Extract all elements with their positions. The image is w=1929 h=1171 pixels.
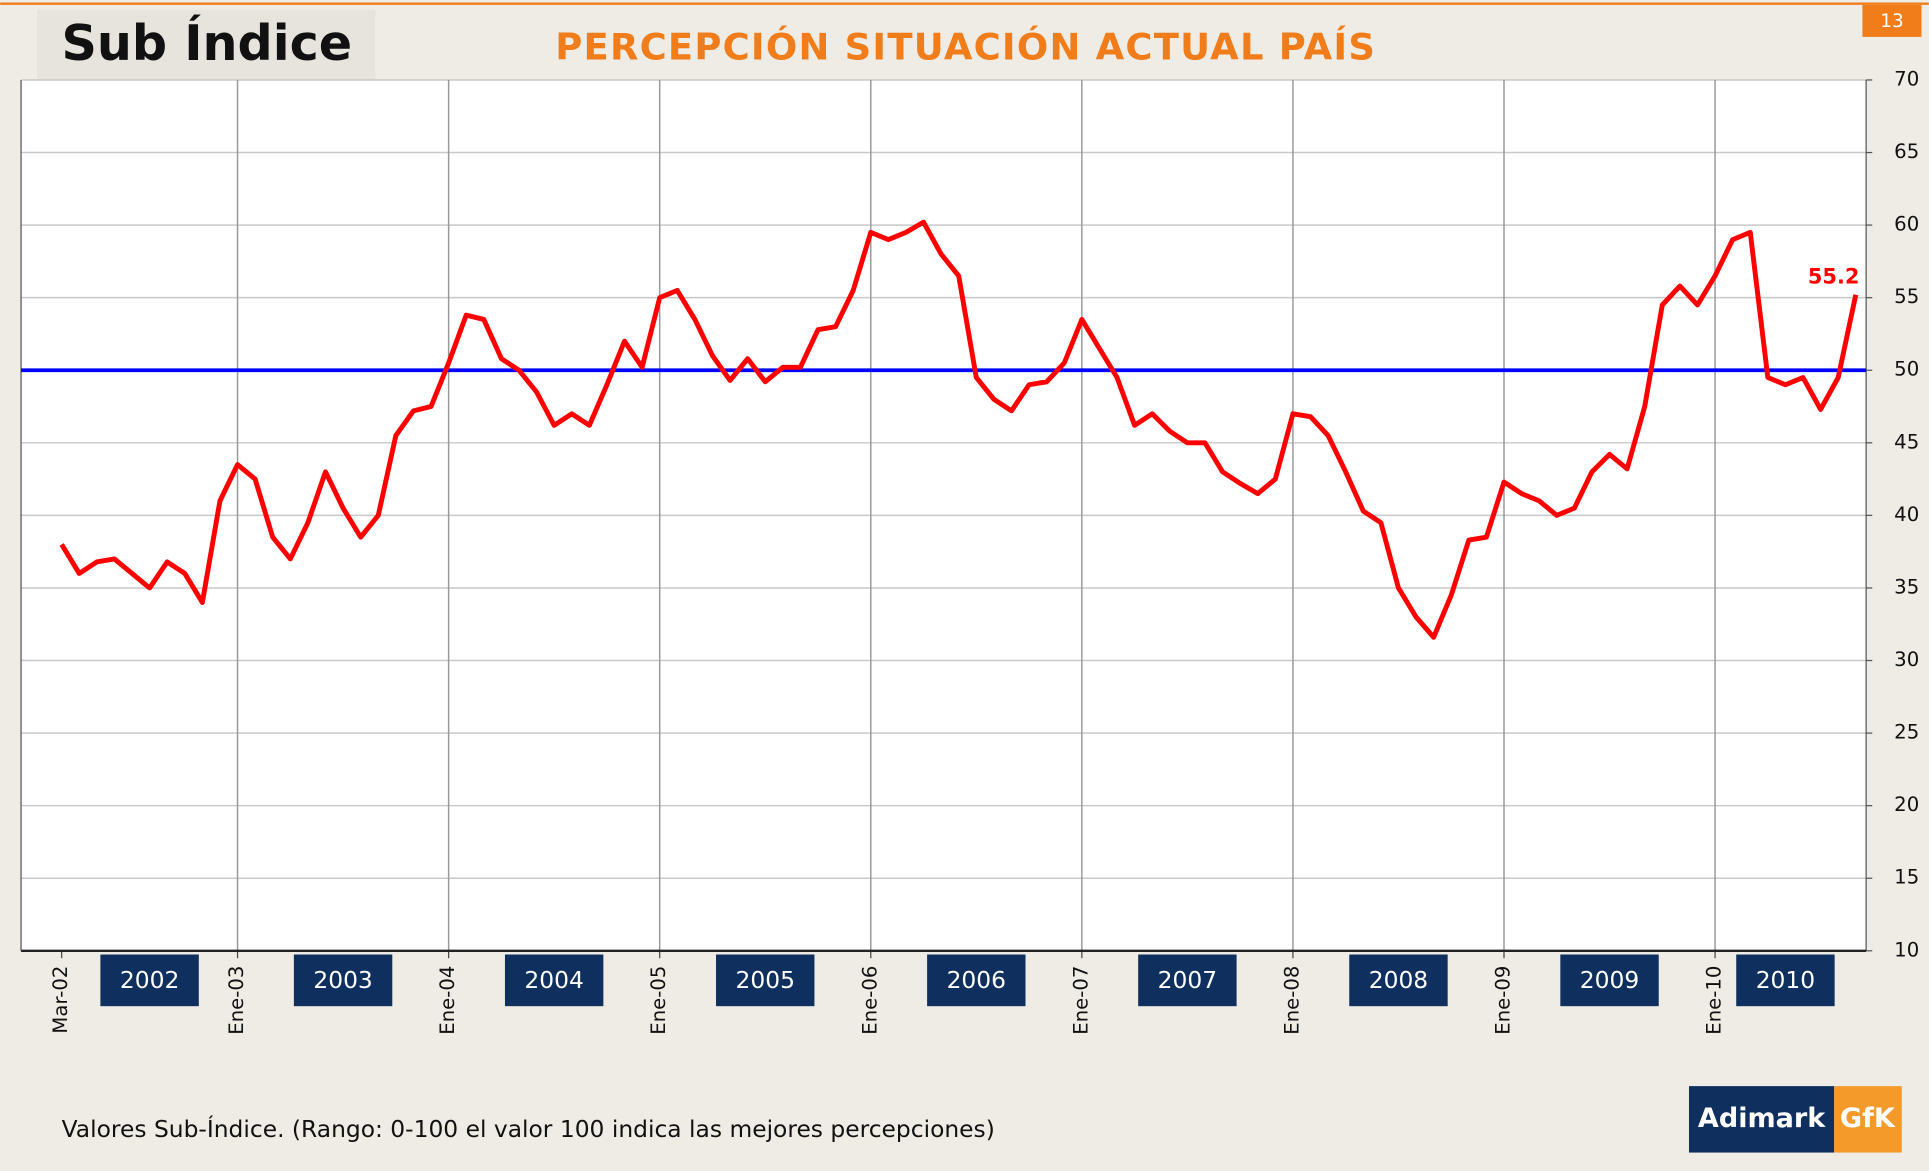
x-tick-label: Ene-10: [1703, 966, 1726, 1035]
y-tick-label: 60: [1894, 213, 1919, 236]
x-tick-label: Ene-04: [436, 966, 459, 1035]
x-tick-label: Ene-03: [225, 966, 248, 1035]
x-tick-label: Ene-09: [1491, 966, 1514, 1035]
year-label: 2007: [1158, 966, 1217, 994]
y-tick-label: 20: [1894, 793, 1919, 816]
x-tick-label: Ene-06: [858, 966, 881, 1035]
y-tick-label: 65: [1894, 140, 1919, 163]
x-tick-label: Ene-05: [647, 966, 670, 1035]
year-label: 2006: [947, 966, 1006, 994]
year-label: 2010: [1756, 966, 1815, 994]
x-tick-label: Ene-07: [1069, 966, 1092, 1035]
year-box: [1736, 954, 1835, 1007]
footnote: Valores Sub-Índice. (Rango: 0-100 el val…: [62, 1115, 995, 1143]
year-label: 2005: [736, 966, 795, 994]
year-box: [1349, 954, 1448, 1007]
year-box: [504, 954, 604, 1007]
year-box: [100, 954, 199, 1007]
year-label: 2002: [120, 966, 179, 994]
data-label: 55.2: [1808, 265, 1860, 289]
y-tick-label: 15: [1894, 866, 1919, 889]
y-tick-label: 50: [1894, 358, 1919, 381]
header-box: [37, 9, 376, 82]
logo-right-box: [1834, 1086, 1902, 1153]
year-label: 2004: [524, 966, 583, 994]
year-label: 2008: [1369, 966, 1428, 994]
y-tick-label: 45: [1894, 430, 1919, 453]
y-tick-label: 55: [1894, 285, 1919, 308]
logo-left-box: [1688, 1086, 1835, 1153]
page-number-box: [1862, 4, 1922, 37]
logo-left: Adimark: [1698, 1103, 1826, 1134]
logo-right: GfK: [1840, 1103, 1896, 1134]
year-box: [293, 954, 393, 1007]
y-tick-label: 70: [1894, 67, 1919, 90]
y-tick-label: 10: [1894, 938, 1919, 961]
x-tick-label: Ene-08: [1280, 966, 1303, 1035]
y-tick-label: 25: [1894, 721, 1919, 744]
y-tick-label: 35: [1894, 575, 1919, 598]
year-label: 2009: [1580, 966, 1639, 994]
x-tick-label: Mar-02: [49, 966, 72, 1034]
chart-title: PERCEPCIÓN SITUACIÓN ACTUAL PAÍS: [555, 25, 1376, 69]
y-tick-label: 40: [1894, 503, 1919, 526]
year-box: [1138, 954, 1237, 1007]
page-number: 13: [1880, 11, 1903, 32]
year-box: [927, 954, 1026, 1007]
chart: 10 15 20 25 30 35 40 45 50 55 60 65 70 Mar-02 Ene-03 En…: [20, 67, 1919, 1035]
year-box: [1560, 954, 1659, 1007]
y-tick-label: 30: [1894, 648, 1919, 671]
series-line: [59, 219, 1859, 640]
year-label: 2003: [313, 966, 372, 994]
header: Sub Índice: [61, 13, 352, 72]
year-box: [716, 954, 815, 1007]
